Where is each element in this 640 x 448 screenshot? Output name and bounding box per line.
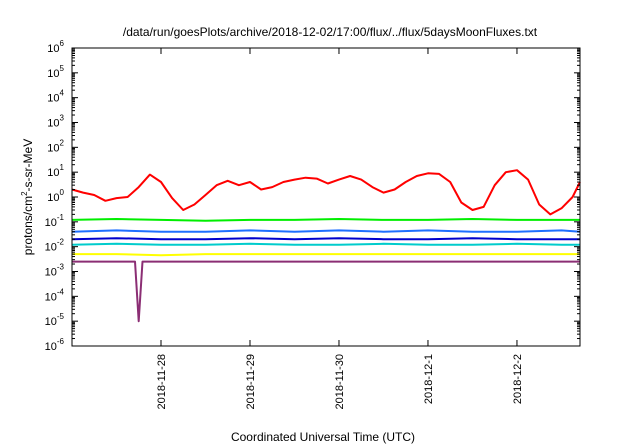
y-tick-base: 10 <box>45 242 57 254</box>
y-tick-label: 106 <box>47 39 64 55</box>
y-axis-title-main: protons/cm <box>21 196 35 255</box>
series-line-1 <box>71 169 581 216</box>
y-tick-exponent: 4 <box>60 89 65 98</box>
x-axis: 2018-11-28 2018-11-29 2018-11-30 2018-12-1 2… <box>156 48 524 409</box>
y-tick-exponent: 6 <box>60 39 65 48</box>
y-tick-base: 10 <box>47 167 59 179</box>
y-tick-label: 10-1 <box>45 213 65 229</box>
y-tick-label: 10-5 <box>45 312 65 328</box>
y-tick-exponent: -4 <box>57 287 65 296</box>
y-tick-label: 104 <box>47 89 64 105</box>
series-line-3 <box>71 229 581 233</box>
y-tick-exponent: -2 <box>57 238 65 247</box>
y-tick-base: 10 <box>47 93 59 105</box>
x-tick-label: 2018-12-1 <box>423 354 435 404</box>
y-axis-title: protons/cm2-s-sr-MeV <box>20 139 35 255</box>
y-tick-label: 10-6 <box>45 337 65 353</box>
y-tick-label: 10-4 <box>45 287 65 303</box>
y-tick-label: 10-2 <box>45 238 65 254</box>
y-tick-label: 105 <box>47 64 64 80</box>
y-tick-base: 10 <box>47 142 59 154</box>
y-tick-label: 102 <box>47 138 64 154</box>
y-tick-exponent: -5 <box>57 312 65 321</box>
y-tick-label: 101 <box>47 163 64 179</box>
x-tick-label: 2018-11-28 <box>156 354 168 409</box>
series-line-2 <box>71 218 580 222</box>
y-tick-exponent: -6 <box>57 337 65 346</box>
y-tick-exponent: 2 <box>60 138 65 147</box>
y-tick-label: 103 <box>47 114 64 130</box>
y-tick-exponent: -1 <box>57 213 65 222</box>
y-tick-base: 10 <box>45 341 57 353</box>
series-layer <box>71 169 581 323</box>
y-tick-base: 10 <box>45 267 57 279</box>
series-line-5 <box>71 242 580 246</box>
y-tick-base: 10 <box>45 316 57 328</box>
x-tick-label: 2018-11-29 <box>245 354 257 409</box>
y-tick-label: 100 <box>47 188 64 204</box>
y-axis-title-tail: -s-sr-MeV <box>21 139 35 192</box>
y-tick-exponent: 0 <box>60 188 65 197</box>
y-tick-exponent: 1 <box>60 163 65 172</box>
y-tick-base: 10 <box>47 118 59 130</box>
y-axis: 10-610-510-410-310-210-11001011021031041… <box>45 39 580 353</box>
y-tick-base: 10 <box>47 68 59 80</box>
y-tick-label: 10-3 <box>45 263 65 279</box>
x-tick-label: 2018-11-30 <box>334 354 346 409</box>
series-line-6 <box>72 253 580 257</box>
x-tick-label: 2018-12-2 <box>512 354 524 404</box>
chart-title: /data/run/goesPlots/archive/2018-12-02/1… <box>123 25 538 39</box>
series-line-7 <box>72 260 580 323</box>
series-line-4 <box>71 237 580 241</box>
x-axis-title: Coordinated Universal Time (UTC) <box>231 430 415 444</box>
y-tick-exponent: -3 <box>57 263 65 272</box>
y-tick-exponent: 5 <box>60 64 65 73</box>
y-axis-title-sup: 2 <box>20 191 29 196</box>
y-tick-base: 10 <box>47 43 59 55</box>
y-tick-base: 10 <box>45 291 57 303</box>
y-tick-base: 10 <box>47 192 59 204</box>
y-tick-base: 10 <box>45 217 57 229</box>
y-tick-exponent: 3 <box>60 114 65 123</box>
